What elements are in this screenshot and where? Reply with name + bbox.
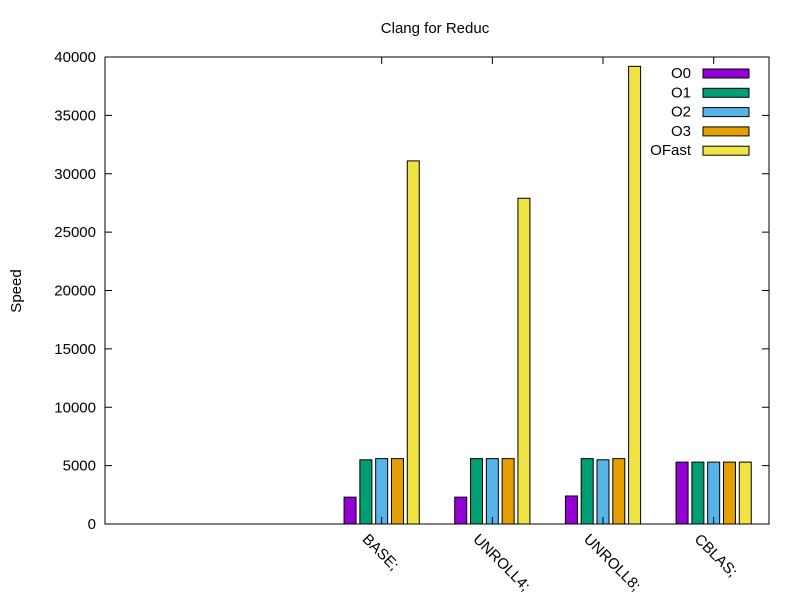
y-tick-label: 5000: [63, 458, 96, 475]
bar-ofast-4: [628, 65, 642, 525]
bar-o2-3: [485, 458, 499, 525]
y-tick-label: 20000: [54, 283, 96, 300]
y-tick-label: 15000: [54, 341, 96, 358]
legend-label: O3: [671, 123, 691, 140]
y-tick-label: 25000: [54, 224, 96, 241]
bar-o1-4: [580, 458, 594, 525]
bar-o0-4: [564, 495, 578, 525]
bar-ofast-5: [738, 461, 752, 525]
legend-swatch: [702, 87, 750, 98]
bar-o0-2: [343, 496, 357, 525]
legend: O0 O1 O2 O3 OFast: [650, 65, 750, 159]
bar-o3-4: [612, 458, 626, 525]
x-tick-label: BASE;: [359, 531, 402, 574]
y-tick-label: 40000: [54, 49, 96, 66]
legend-label: OFast: [650, 142, 692, 159]
y-axis-label: Speed: [8, 269, 25, 312]
bars-group: [343, 65, 752, 525]
legend-swatch: [702, 126, 750, 137]
x-tick-label: UNROLL8;: [580, 531, 644, 595]
y-tick-label: 30000: [54, 166, 96, 183]
legend-label: O2: [671, 104, 691, 121]
bar-o3-5: [722, 461, 736, 525]
y-tick-label: 10000: [54, 399, 96, 416]
bar-o0-5: [675, 461, 689, 525]
legend-label: O1: [671, 84, 691, 101]
bar-o1-5: [691, 461, 705, 525]
legend-swatch: [702, 145, 750, 156]
bar-o0-3: [454, 496, 468, 525]
legend-swatch: [702, 68, 750, 79]
y-tick-label: 35000: [54, 107, 96, 124]
bar-o3-3: [501, 458, 515, 525]
y-tick-label: 0: [88, 516, 96, 533]
bar-o2-5: [707, 461, 721, 525]
y-axis-ticks: 0 5000 10000 15000 20000 25000 30000 35000 40000: [54, 49, 769, 533]
legend-swatch: [702, 107, 750, 118]
x-tick-label: CBLAS;: [691, 531, 741, 581]
x-tick-label: UNROLL4;: [470, 531, 534, 595]
legend-label: O0: [671, 65, 691, 82]
bar-o2-2: [375, 458, 389, 525]
chart-title: Clang for Reduc: [381, 20, 490, 37]
bar-ofast-2: [406, 160, 420, 525]
bar-o3-2: [390, 458, 404, 525]
plot-frame: [104, 56, 770, 525]
bar-ofast-3: [517, 197, 531, 525]
bar-o1-2: [359, 459, 373, 525]
bar-o2-4: [596, 459, 610, 525]
bar-o1-3: [470, 458, 484, 525]
